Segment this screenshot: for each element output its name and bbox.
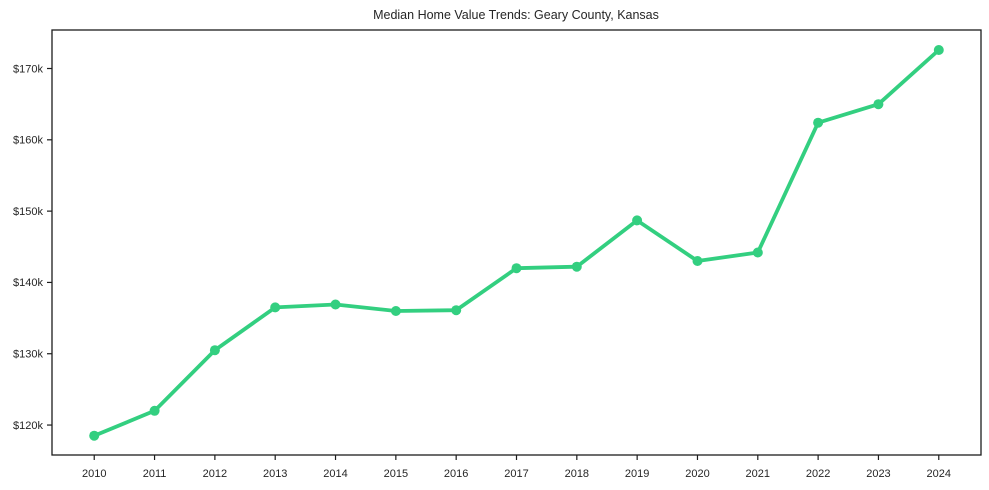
x-tick-label: 2012 bbox=[203, 468, 227, 480]
data-point-2024 bbox=[933, 45, 944, 55]
x-tick-label: 2015 bbox=[384, 468, 408, 480]
data-point-2019 bbox=[632, 215, 643, 226]
data-point-2023 bbox=[873, 99, 884, 110]
data-point-2018 bbox=[571, 261, 582, 272]
x-tick-label: 2017 bbox=[504, 468, 528, 480]
data-point-2017 bbox=[511, 263, 522, 274]
trend-line bbox=[92, 48, 941, 438]
x-tick-label: 2014 bbox=[323, 468, 347, 480]
x-tick-label: 2011 bbox=[143, 468, 167, 480]
data-point-2016 bbox=[451, 305, 462, 316]
data-point-2012 bbox=[209, 345, 220, 356]
x-tick-label: 2013 bbox=[263, 468, 287, 480]
x-tick-label: 2021 bbox=[746, 468, 770, 480]
data-point-2020 bbox=[692, 256, 703, 266]
y-tick-label: $120k bbox=[13, 420, 43, 432]
x-tick-label: 2023 bbox=[866, 468, 890, 480]
x-tick-label: 2020 bbox=[685, 468, 709, 480]
chart-title: Median Home Value Trends: Geary County, … bbox=[373, 8, 659, 22]
data-point-2015 bbox=[390, 306, 401, 316]
x-tick-label: 2016 bbox=[444, 468, 468, 480]
data-point-2011 bbox=[149, 405, 160, 416]
y-tick-label: $130k bbox=[13, 349, 43, 361]
x-tick-label: 2024 bbox=[927, 468, 951, 480]
data-point-2022 bbox=[813, 117, 824, 128]
x-tick-label: 2022 bbox=[806, 468, 830, 480]
plot-area: $120k $130k $140k $150k $160k $170k 2010 2011 20… bbox=[13, 29, 982, 480]
x-tick-label: 2010 bbox=[82, 468, 106, 480]
y-tick-label: $140k bbox=[13, 277, 43, 289]
plot-border bbox=[51, 29, 982, 456]
y-tick-label: $150k bbox=[13, 206, 43, 218]
x-tick-label: 2018 bbox=[565, 468, 589, 480]
y-tick-label: $160k bbox=[13, 135, 43, 147]
data-point-2010 bbox=[89, 430, 100, 441]
x-tick-label: 2019 bbox=[625, 468, 649, 480]
data-point-2014 bbox=[330, 299, 341, 310]
data-point-2021 bbox=[752, 247, 763, 258]
data-point-2013 bbox=[270, 302, 281, 313]
y-tick-label: $170k bbox=[13, 63, 43, 75]
